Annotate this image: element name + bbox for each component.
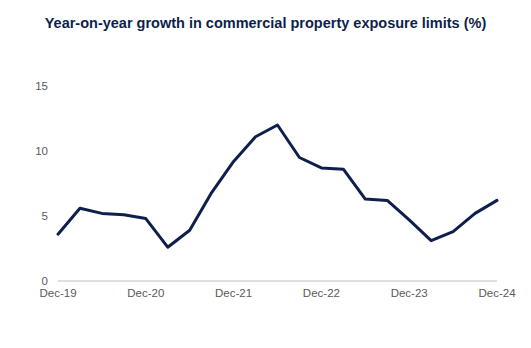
x-tick-label: Dec-19 (39, 287, 76, 299)
chart: Year-on-year growth in commercial proper… (0, 0, 531, 348)
series-line (58, 125, 497, 247)
title: Year-on-year growth in commercial proper… (45, 15, 487, 31)
y-tick-label: 0 (42, 275, 48, 287)
x-tick-label: Dec-24 (478, 287, 516, 299)
y-tick-label: 5 (42, 210, 48, 222)
x-tick-label: Dec-22 (303, 287, 340, 299)
x-tick-label: Dec-21 (215, 287, 252, 299)
title-line: Year-on-year growth in commercial proper… (45, 15, 487, 31)
x-axis-line (58, 281, 497, 282)
plot-area (58, 125, 497, 247)
y-tick-label: 10 (35, 145, 48, 157)
x-tick-label: Dec-20 (127, 287, 164, 299)
x-tick-label: Dec-23 (391, 287, 428, 299)
y-tick-label: 15 (35, 80, 48, 92)
